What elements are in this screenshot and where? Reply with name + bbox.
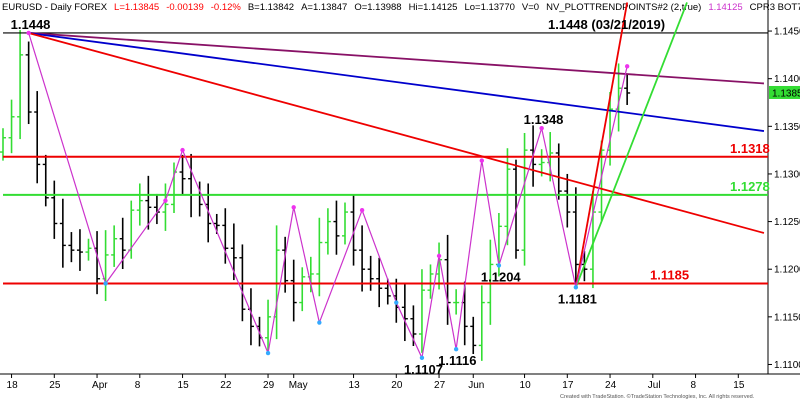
x-tick-label: 27 bbox=[434, 380, 446, 391]
header-item: 1.14125 bbox=[708, 2, 742, 13]
swing-point-marker bbox=[419, 355, 425, 361]
level-label: 1.1318 bbox=[730, 141, 770, 156]
header-item: O=1.13988 bbox=[354, 2, 401, 13]
plot-area: 1.1448 (03/21/2019) 1.1318 1.1278 1.1185 1.1… bbox=[0, 0, 800, 377]
x-tick-label: Jun bbox=[468, 380, 484, 391]
swing-point-marker bbox=[436, 253, 442, 259]
last-price-tag bbox=[769, 85, 800, 99]
swing-annotation: 1.1116 bbox=[438, 353, 476, 368]
y-tick-label: 1.1300 bbox=[774, 169, 800, 180]
swing-point-marker bbox=[496, 263, 502, 268]
trend-line bbox=[28, 32, 765, 234]
header-item: -0.12% bbox=[211, 2, 242, 13]
swing-point-marker bbox=[539, 126, 544, 131]
trend-line bbox=[28, 32, 765, 132]
trend-line bbox=[575, 2, 688, 288]
x-axis: 18 25 Apr 8 15 22 29 May 13 20 27 Jun 10 17 24 Jul 8 15 bbox=[7, 374, 745, 391]
x-tick-label: 25 bbox=[49, 380, 61, 391]
header-item: V=0 bbox=[522, 2, 539, 13]
level-label: 1.1278 bbox=[730, 179, 770, 194]
swing-point-marker bbox=[359, 207, 365, 213]
x-tick-label: 15 bbox=[178, 380, 190, 391]
header-item: B=1.13842 bbox=[248, 2, 294, 13]
y-tick-label: 1.1200 bbox=[774, 265, 800, 276]
swing-point-marker bbox=[163, 198, 168, 203]
x-tick-label: 10 bbox=[520, 380, 532, 391]
header-item: EURUSD - Daily FOREX bbox=[2, 2, 108, 13]
swing-point-marker bbox=[265, 350, 271, 356]
header-item: L=1.13845 bbox=[114, 2, 159, 13]
swing-annotation: 1.1204 bbox=[481, 269, 522, 284]
x-tick-label: 22 bbox=[220, 380, 232, 391]
header-item: NV_PLOTTRENDPOINTS#2 (2,true) bbox=[546, 2, 701, 13]
swing-point-marker bbox=[453, 347, 459, 352]
x-tick-label: 24 bbox=[605, 380, 617, 391]
swing-annotation: 1.1448 bbox=[11, 17, 51, 32]
header-item: CPR3 BOT7 (0,7) bbox=[750, 2, 800, 13]
y-tick-label: 1.1100 bbox=[774, 360, 800, 371]
x-tick-label: 29 bbox=[263, 380, 275, 391]
x-tick-label: 8 bbox=[135, 380, 141, 391]
level-label: 1.1185 bbox=[650, 268, 689, 283]
x-tick-label: 8 bbox=[691, 380, 697, 391]
y-tick-label: 1.1250 bbox=[774, 217, 800, 228]
y-tick-label: 1.1450 bbox=[774, 27, 800, 38]
header-item: Hi=1.14125 bbox=[409, 2, 458, 13]
swing-point-marker bbox=[291, 205, 296, 210]
chart-header: EURUSD - Daily FOREX L=1.13845 -0.00139 -0.… bbox=[2, 2, 800, 13]
swing-annotation: 1.1348 bbox=[524, 112, 564, 127]
x-tick-label: Apr bbox=[92, 380, 108, 391]
level-label: 1.1448 (03/21/2019) bbox=[548, 17, 665, 32]
swing-annotation: 1.1107 bbox=[404, 362, 443, 377]
footer-credit: Created with TradeStation. ©TradeStation… bbox=[560, 393, 755, 400]
trend-line bbox=[28, 32, 765, 85]
x-tick-label: 20 bbox=[391, 380, 403, 391]
header-item: A=1.13847 bbox=[301, 2, 347, 13]
swing-point-marker bbox=[103, 281, 108, 286]
x-tick-label: Jul bbox=[648, 380, 661, 391]
header-item: -0.00139 bbox=[166, 2, 204, 13]
x-tick-label: 17 bbox=[562, 380, 574, 391]
swing-point-marker bbox=[573, 285, 579, 290]
header-item: Lo=1.13770 bbox=[464, 2, 514, 13]
swing-point-marker bbox=[624, 64, 630, 69]
y-tick-label: 1.1400 bbox=[774, 74, 800, 85]
swing-point-marker bbox=[479, 158, 484, 163]
x-tick-label: May bbox=[289, 380, 308, 391]
swing-point-marker bbox=[180, 147, 185, 153]
swing-point-marker bbox=[317, 320, 322, 325]
x-tick-label: 18 bbox=[7, 380, 19, 391]
y-tick-label: 1.1150 bbox=[774, 312, 800, 323]
y-tick-label: 1.1350 bbox=[774, 122, 800, 133]
swing-annotation: 1.1181 bbox=[558, 291, 597, 306]
last-price-label: 1.1385 bbox=[772, 88, 800, 99]
x-tick-label: 15 bbox=[733, 380, 745, 391]
swing-point-marker bbox=[394, 300, 399, 305]
y-axis: 1.1450 1.1400 1.1350 1.1300 1.1250 1.1200 1.11… bbox=[768, 27, 800, 371]
x-tick-label: 13 bbox=[349, 380, 361, 391]
trend-line bbox=[574, 2, 629, 288]
swing-point-marker bbox=[26, 30, 31, 36]
